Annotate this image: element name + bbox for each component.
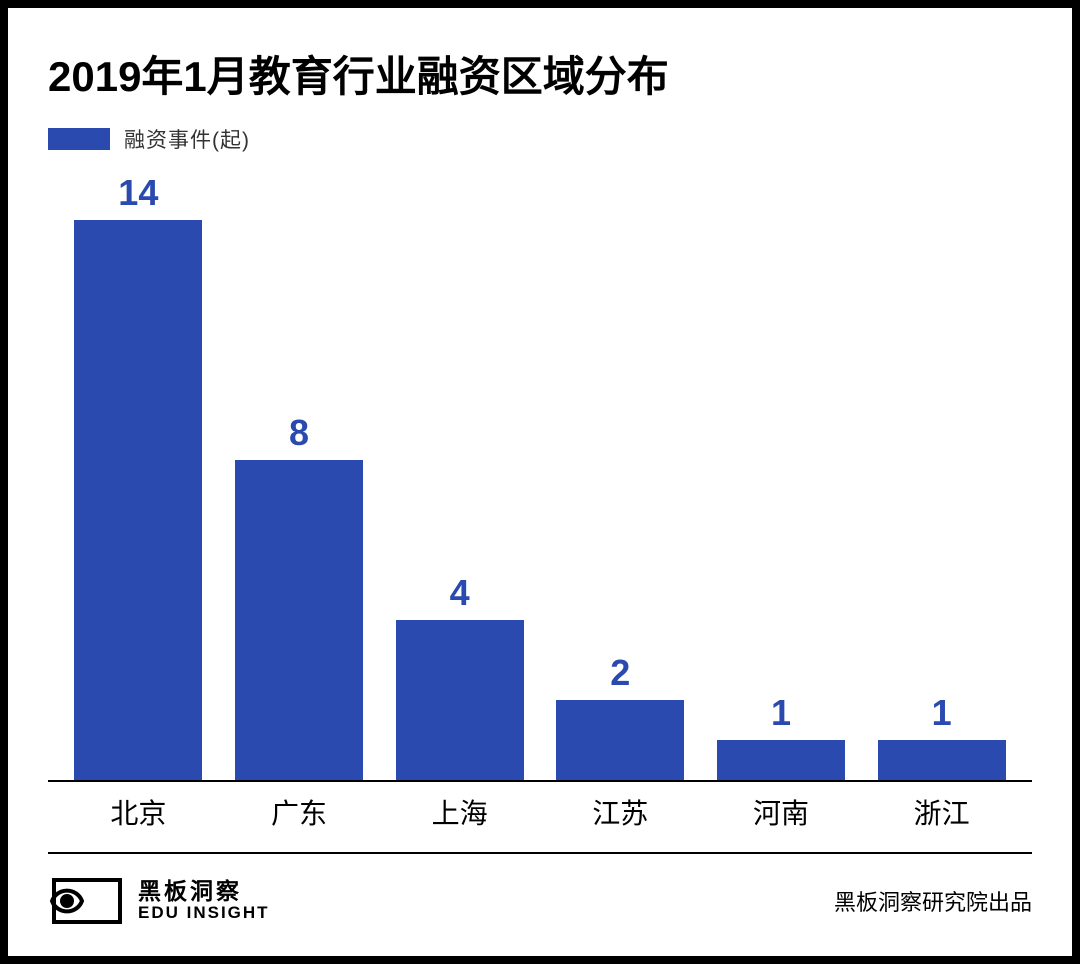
attribution: 黑板洞察研究院出品 bbox=[834, 885, 1032, 917]
bar-value: 8 bbox=[289, 412, 309, 454]
bar-rect bbox=[878, 740, 1006, 780]
x-tick: 北京 bbox=[68, 782, 208, 832]
bar-value: 1 bbox=[932, 692, 952, 734]
bar-rect bbox=[74, 220, 202, 780]
brand-name-en: EDU INSIGHT bbox=[138, 904, 270, 923]
brand: 黑板洞察 EDU INSIGHT bbox=[48, 876, 270, 926]
bars-row: 14 8 4 2 1 1 bbox=[48, 162, 1032, 780]
bar-rect bbox=[235, 460, 363, 780]
bottom-rule bbox=[48, 852, 1032, 854]
bar-value: 1 bbox=[771, 692, 791, 734]
chart-area: 14 8 4 2 1 1 bbox=[48, 162, 1032, 854]
brand-text: 黑板洞察 EDU INSIGHT bbox=[138, 879, 270, 923]
x-tick: 河南 bbox=[711, 782, 851, 832]
x-tick: 江苏 bbox=[550, 782, 690, 832]
x-tick: 浙江 bbox=[872, 782, 1012, 832]
x-tick: 广东 bbox=[229, 782, 369, 832]
bar-value: 14 bbox=[118, 172, 158, 214]
brand-name-cn: 黑板洞察 bbox=[138, 879, 270, 904]
footer: 黑板洞察 EDU INSIGHT 黑板洞察研究院出品 bbox=[48, 854, 1032, 931]
chart-frame: 2019年1月教育行业融资区域分布 融资事件(起) 14 8 4 2 1 bbox=[0, 0, 1080, 964]
x-axis: 北京 广东 上海 江苏 河南 浙江 bbox=[48, 780, 1032, 832]
bar-value: 2 bbox=[610, 652, 630, 694]
bar-col: 1 bbox=[711, 692, 851, 780]
bar-rect bbox=[396, 620, 524, 780]
bar-col: 8 bbox=[229, 412, 369, 780]
bar-value: 4 bbox=[450, 572, 470, 614]
legend-swatch bbox=[48, 128, 110, 150]
bar-rect bbox=[717, 740, 845, 780]
legend-label: 融资事件(起) bbox=[124, 124, 250, 154]
bar-rect bbox=[556, 700, 684, 780]
chart-title: 2019年1月教育行业融资区域分布 bbox=[48, 43, 1032, 104]
legend: 融资事件(起) bbox=[48, 124, 1032, 154]
bar-col: 2 bbox=[550, 652, 690, 780]
bar-col: 4 bbox=[390, 572, 530, 780]
brand-logo-icon bbox=[48, 876, 124, 926]
x-tick: 上海 bbox=[390, 782, 530, 832]
bar-col: 14 bbox=[68, 172, 208, 780]
bar-col: 1 bbox=[872, 692, 1012, 780]
